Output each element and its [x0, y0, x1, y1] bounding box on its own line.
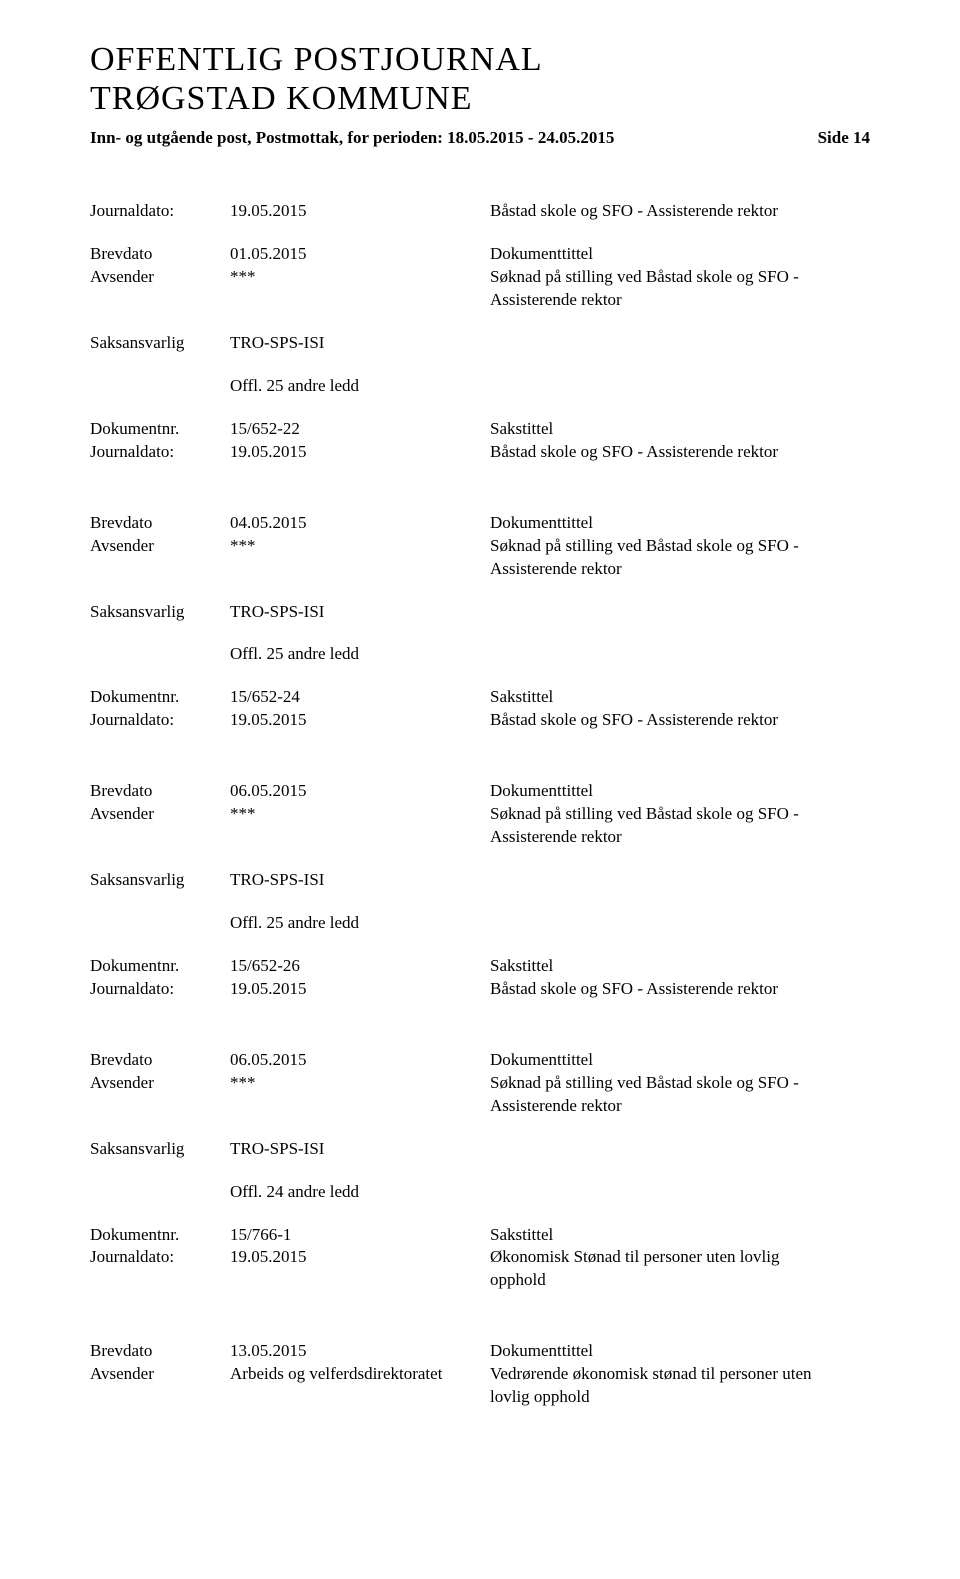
value-avsender: *** [230, 266, 490, 289]
label-dokumentnr: Dokumentnr. [90, 1224, 230, 1247]
label-avsender: Avsender [90, 266, 230, 289]
value-avsender: Arbeids og velferdsdirektoratet [230, 1363, 490, 1386]
label-saksansvarlig: Saksansvarlig [90, 1138, 230, 1161]
value-saksansvarlig: TRO-SPS-ISI [230, 601, 490, 624]
label-brevdato: Brevdato [90, 1340, 230, 1363]
label-dokumenttittel: Dokumenttittel [490, 243, 870, 266]
label-dokumentnr: Dokumentnr. [90, 686, 230, 709]
label-brevdato: Brevdato [90, 243, 230, 266]
value-doktitle-l2: Assisterende rektor [90, 826, 870, 849]
value-avsender: *** [230, 1072, 490, 1095]
label-sakstittel: Sakstittel [490, 1224, 870, 1247]
value-next-journaldato: 19.05.2015 [230, 978, 490, 1001]
value-dokumentnr: 15/652-24 [230, 686, 490, 709]
value-avsender: *** [230, 535, 490, 558]
value-doktitle-l2: Assisterende rektor [90, 558, 870, 581]
value-offl: Offl. 24 andre ledd [90, 1181, 870, 1204]
subheader-row: Inn- og utgående post, Postmottak, for p… [90, 128, 870, 148]
value-next-saktitle: Båstad skole og SFO - Assisterende rekto… [490, 978, 870, 1001]
subtitle: Inn- og utgående post, Postmottak, for p… [90, 128, 614, 148]
label-journaldato: Journaldato: [90, 978, 230, 1001]
value-dokumentnr: 15/766-1 [230, 1224, 490, 1247]
value-offl: Offl. 25 andre ledd [90, 643, 870, 666]
label-dokumenttittel: Dokumenttittel [490, 1340, 870, 1363]
journal-entry: Brevdato 13.05.2015 Dokumenttittel Avsen… [90, 1340, 870, 1409]
value-offl: Offl. 25 andre ledd [90, 912, 870, 935]
label-journaldato: Journaldato: [90, 441, 230, 464]
value-next-journaldato: 19.05.2015 [230, 709, 490, 732]
value-next-saktitle-l1: Økonomisk Stønad til personer uten lovli… [490, 1246, 870, 1269]
label-dokumentnr: Dokumentnr. [90, 955, 230, 978]
value-dokumentnr: 15/652-22 [230, 418, 490, 441]
label-journaldato: Journaldato: [90, 1246, 230, 1269]
value-brevdato: 13.05.2015 [230, 1340, 490, 1363]
label-sakstittel: Sakstittel [490, 686, 870, 709]
value-brevdato: 06.05.2015 [230, 1049, 490, 1072]
main-title-line2: TRØGSTAD KOMMUNE [90, 79, 870, 118]
value-doktitle-l1: Søknad på stilling ved Båstad skole og S… [490, 266, 870, 289]
label-avsender: Avsender [90, 1072, 230, 1095]
value-doktitle-l2: Assisterende rektor [90, 289, 870, 312]
label-brevdato: Brevdato [90, 1049, 230, 1072]
value-saksansvarlig: TRO-SPS-ISI [230, 1138, 490, 1161]
label-journaldato: Journaldato: [90, 709, 230, 732]
value-journaldato: 19.05.2015 [230, 200, 490, 223]
value-doktitle-l1: Søknad på stilling ved Båstad skole og S… [490, 1072, 870, 1095]
value-doktitle-l2: lovlig opphold [90, 1386, 870, 1409]
page-number: Side 14 [818, 128, 870, 148]
label-saksansvarlig: Saksansvarlig [90, 869, 230, 892]
label-sakstittel: Sakstittel [490, 418, 870, 441]
value-avsender: *** [230, 803, 490, 826]
value-doktitle-l1: Søknad på stilling ved Båstad skole og S… [490, 803, 870, 826]
value-next-saktitle-l2: opphold [90, 1269, 870, 1292]
label-avsender: Avsender [90, 1363, 230, 1386]
label-brevdato: Brevdato [90, 780, 230, 803]
value-brevdato: 01.05.2015 [230, 243, 490, 266]
label-journaldato: Journaldato: [90, 200, 230, 223]
label-avsender: Avsender [90, 803, 230, 826]
value-doktitle-l1: Søknad på stilling ved Båstad skole og S… [490, 535, 870, 558]
value-doktitle-l1: Vedrørende økonomisk stønad til personer… [490, 1363, 870, 1386]
label-dokumenttittel: Dokumenttittel [490, 1049, 870, 1072]
value-saksansvarlig: TRO-SPS-ISI [230, 869, 490, 892]
label-dokumenttittel: Dokumenttittel [490, 512, 870, 535]
page: OFFENTLIG POSTJOURNAL TRØGSTAD KOMMUNE I… [0, 0, 960, 1579]
journal-entry: Journaldato: 19.05.2015 Båstad skole og … [90, 196, 870, 464]
value-brevdato: 06.05.2015 [230, 780, 490, 803]
label-saksansvarlig: Saksansvarlig [90, 332, 230, 355]
label-sakstittel: Sakstittel [490, 955, 870, 978]
value-next-saktitle: Båstad skole og SFO - Assisterende rekto… [490, 441, 870, 464]
journal-entry: Brevdato 06.05.2015 Dokumenttittel Avsen… [90, 780, 870, 1001]
value-brevdato: 04.05.2015 [230, 512, 490, 535]
value-next-journaldato: 19.05.2015 [230, 441, 490, 464]
value-dokumentnr: 15/652-26 [230, 955, 490, 978]
label-dokumentnr: Dokumentnr. [90, 418, 230, 441]
value-doktitle-l2: Assisterende rektor [90, 1095, 870, 1118]
value-saktitle: Båstad skole og SFO - Assisterende rekto… [490, 200, 870, 223]
label-saksansvarlig: Saksansvarlig [90, 601, 230, 624]
journal-entry: Brevdato 06.05.2015 Dokumenttittel Avsen… [90, 1049, 870, 1293]
journal-entry: Brevdato 04.05.2015 Dokumenttittel Avsen… [90, 512, 870, 733]
value-offl: Offl. 25 andre ledd [90, 375, 870, 398]
label-avsender: Avsender [90, 535, 230, 558]
value-next-journaldato: 19.05.2015 [230, 1246, 490, 1269]
label-dokumenttittel: Dokumenttittel [490, 780, 870, 803]
value-saksansvarlig: TRO-SPS-ISI [230, 332, 490, 355]
label-brevdato: Brevdato [90, 512, 230, 535]
main-title-line1: OFFENTLIG POSTJOURNAL [90, 40, 870, 79]
value-next-saktitle: Båstad skole og SFO - Assisterende rekto… [490, 709, 870, 732]
